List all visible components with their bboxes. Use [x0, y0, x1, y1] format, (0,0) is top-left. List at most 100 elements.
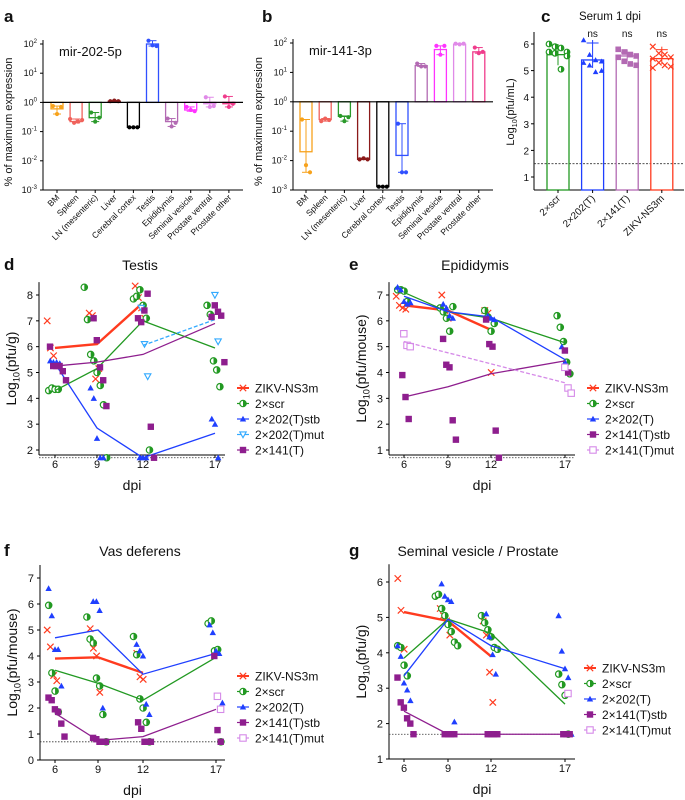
bar: [376, 101, 390, 188]
data-point: [206, 621, 213, 628]
data-point: [565, 674, 572, 681]
legend-item: 2×scr: [237, 397, 285, 411]
y-tick-label: 7: [377, 290, 383, 302]
y-axis-label: Log10(pfu/mouse): [4, 608, 23, 716]
circle-half: [557, 312, 561, 319]
data-point: [480, 306, 489, 315]
legend-label: 2×141(T)stb: [605, 428, 670, 442]
data-point: [222, 94, 227, 99]
data-point: [133, 641, 140, 647]
data-point: [365, 157, 370, 162]
data-point: [400, 329, 408, 338]
x-tick-label: 17: [559, 763, 571, 775]
y-tick-label: 100: [274, 97, 288, 107]
data-point: [150, 43, 155, 48]
data-point: [394, 674, 401, 681]
bar: [580, 59, 605, 191]
data-point: [68, 116, 73, 122]
data-point: [586, 51, 593, 57]
data-point: [48, 697, 55, 704]
circle-half: [448, 621, 452, 628]
data-point: [397, 653, 404, 659]
y-label-sub: 10: [362, 665, 372, 675]
circle-half: [451, 628, 455, 635]
data-point: [58, 720, 65, 727]
data-point: [592, 57, 599, 63]
legend-marker-icon: [589, 431, 597, 438]
legend-label: 2×scr: [602, 677, 632, 691]
y-label-sub: 10: [362, 389, 372, 399]
y-tick-label: 6: [28, 599, 34, 611]
data-point: [361, 156, 366, 161]
chart-d: 2 3 4 5 6 7 8 6 9 12 17 dpi Log10(pfu/g) Testis ZIKV-N…: [3, 257, 325, 493]
data-point: [211, 420, 219, 427]
data-point: [214, 308, 222, 315]
y-tick-label: 10-1: [272, 126, 288, 136]
tick-exp: -1: [32, 127, 38, 133]
data-point: [621, 49, 627, 55]
series-4: [400, 329, 575, 397]
legend-item: 2×141(T)mut: [584, 724, 672, 738]
y-axis-label: Log10(pfu/mouse): [353, 314, 372, 422]
legend-item: ZIKV-NS3m: [584, 662, 665, 676]
data-point: [89, 639, 98, 647]
data-point: [446, 312, 453, 319]
tick-base: 10: [274, 97, 284, 107]
legend-item: 2×141(T): [237, 444, 304, 458]
legend-label: ZIKV-NS3m: [602, 662, 665, 676]
data-point: [394, 574, 402, 583]
tick-base: 10: [272, 126, 282, 136]
data-point: [87, 384, 94, 391]
data-point: [203, 301, 211, 310]
circle-half: [139, 286, 144, 294]
mean-line: [403, 618, 566, 705]
data-point: [93, 337, 100, 344]
y-tick-label: 3: [377, 393, 383, 405]
circle-half: [90, 351, 94, 358]
data-point: [43, 317, 51, 325]
circle-half: [146, 719, 150, 726]
data-point: [557, 44, 565, 52]
data-point: [438, 52, 443, 57]
data-point: [627, 61, 633, 67]
data-point: [58, 682, 65, 689]
legend-item: 2×202(T): [237, 701, 304, 715]
series-2: [47, 357, 222, 461]
y-label-part: (pfu/mouse): [353, 314, 369, 389]
data-point: [139, 652, 147, 659]
chart-title: Testis: [122, 257, 158, 273]
data-point: [132, 292, 141, 301]
data-point: [407, 720, 414, 727]
data-point: [487, 327, 495, 335]
data-point: [99, 704, 106, 711]
data-point: [44, 601, 53, 610]
circle-half: [219, 383, 224, 390]
y-axis-label: % of maximum expression: [253, 57, 265, 186]
y-tick-label: 6: [377, 316, 383, 328]
y-tick-label: 3: [28, 677, 34, 689]
data-point: [449, 302, 457, 311]
legend-item: 2×141(T)stb: [584, 708, 667, 722]
circle-half: [146, 315, 150, 322]
data-point: [90, 315, 97, 322]
data-point: [397, 286, 404, 293]
y-tick-label: 3: [27, 419, 33, 431]
data-point: [147, 738, 155, 745]
data-point: [143, 454, 150, 461]
data-point: [405, 415, 412, 423]
data-point: [615, 46, 621, 53]
circle-half: [484, 307, 488, 314]
tick-exp: 0: [34, 97, 38, 103]
data-point: [553, 311, 561, 320]
data-point: [43, 626, 51, 634]
data-point: [394, 642, 401, 649]
data-point: [561, 358, 569, 365]
legend-item: ZIKV-NS3m: [237, 670, 318, 684]
tick-exp: 1: [34, 68, 38, 74]
data-point: [443, 304, 450, 311]
y-tick-label: 6: [523, 40, 529, 51]
data-point: [96, 607, 103, 614]
